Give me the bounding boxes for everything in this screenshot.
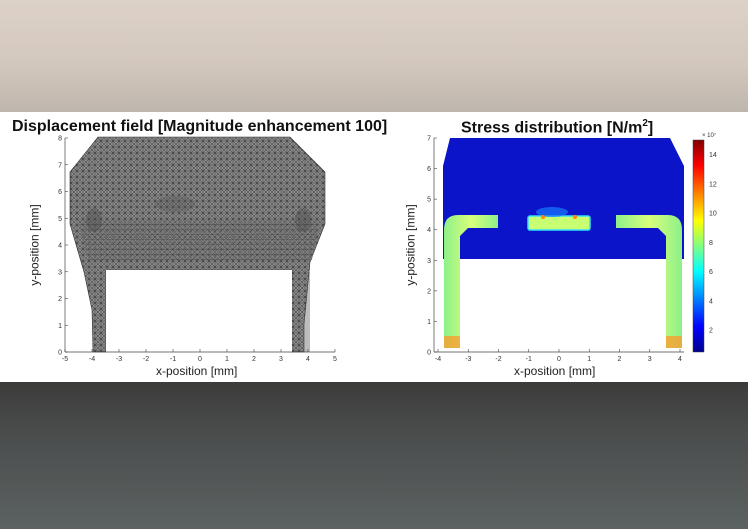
stress-body xyxy=(443,138,684,259)
x-tick-label: 2 xyxy=(252,356,256,363)
x-tick-label: -5 xyxy=(62,356,68,363)
x-tick-label: 3 xyxy=(279,356,283,363)
y-tick-label: 0 xyxy=(58,350,62,357)
x-tick-label: -1 xyxy=(526,356,532,363)
x-tick-label: -1 xyxy=(170,356,176,363)
y-tick-label: 1 xyxy=(58,323,62,330)
slide-figure: Displacement field [Magnitude enhancemen… xyxy=(0,112,748,382)
right-xticks: -4 -3 -2 -1 0 1 2 3 4 xyxy=(435,349,682,363)
stress-title-sup: 2 xyxy=(642,118,648,129)
y-tick-label: 6 xyxy=(427,166,431,173)
colorbar-tick-label: 2 xyxy=(709,328,713,335)
colorbar-tick-label: 12 xyxy=(709,181,717,188)
x-tick-label: 4 xyxy=(678,356,682,363)
stress-title: Stress distribution [N/m2] xyxy=(461,118,653,137)
y-tick-label: 4 xyxy=(58,243,62,250)
x-tick-label: 1 xyxy=(225,356,229,363)
x-tick-label: 2 xyxy=(618,356,622,363)
y-tick-label: 5 xyxy=(58,216,62,223)
colorbar-tick-label: 8 xyxy=(709,240,713,247)
x-tick-label: -4 xyxy=(89,356,95,363)
y-tick-label: 2 xyxy=(427,288,431,295)
right-yticks: 0 1 2 3 4 5 6 7 xyxy=(427,136,437,357)
y-tick-label: 4 xyxy=(427,227,431,234)
x-tick-label: 1 xyxy=(587,356,591,363)
stress-title-main: Stress distribution [N/m xyxy=(461,119,643,137)
y-tick-label: 8 xyxy=(58,136,62,143)
y-tick-label: 6 xyxy=(58,189,62,196)
colorbar-tick-label: 4 xyxy=(709,298,713,305)
left-arm xyxy=(444,215,498,348)
colorbar-ticks: 2 4 6 8 10 12 14 xyxy=(709,152,717,334)
displacement-title: Displacement field [Magnitude enhancemen… xyxy=(12,118,388,135)
x-tick-label: -2 xyxy=(495,356,501,363)
right-arm xyxy=(616,215,682,348)
displacement-ylabel: y-position [mm] xyxy=(27,204,42,286)
x-tick-label: -2 xyxy=(143,356,149,363)
y-tick-label: 2 xyxy=(58,296,62,303)
displacement-xlabel: x-position [mm] xyxy=(156,364,238,378)
colorbar-tick-label: 10 xyxy=(709,211,717,218)
y-tick-label: 7 xyxy=(427,136,431,143)
x-tick-label: -3 xyxy=(465,356,471,363)
x-tick-label: -4 xyxy=(435,356,441,363)
colorbar-tick-label: 6 xyxy=(709,269,713,276)
x-tick-label: -3 xyxy=(116,356,122,363)
colorbar-exponent: × 10⁷ xyxy=(702,132,716,139)
left-yticks: 0 1 2 3 4 5 6 7 8 xyxy=(58,136,68,357)
center-bar xyxy=(527,215,591,231)
colorbar xyxy=(692,139,705,353)
x-tick-label: 0 xyxy=(198,356,202,363)
x-tick-label: 3 xyxy=(648,356,652,363)
y-tick-label: 3 xyxy=(58,269,62,276)
x-tick-label: 0 xyxy=(557,356,561,363)
x-tick-label: 5 xyxy=(333,356,337,363)
stress-title-end: ] xyxy=(647,119,654,137)
left-xticks: -5 -4 -3 -2 -1 0 1 2 3 4 5 xyxy=(62,349,337,363)
y-tick-label: 3 xyxy=(427,258,431,265)
stress-xlabel: x-position [mm] xyxy=(514,364,596,378)
y-tick-label: 5 xyxy=(427,197,431,204)
y-tick-label: 7 xyxy=(58,162,62,169)
displacement-plot: -5 -4 -3 -2 -1 0 1 2 3 4 5 0 1 2 3 4 5 6 7 8 xyxy=(58,136,337,364)
x-tick-label: 4 xyxy=(306,356,310,363)
y-tick-label: 0 xyxy=(427,350,431,357)
colorbar-tick-label: 14 xyxy=(709,152,717,159)
y-tick-label: 1 xyxy=(427,319,431,326)
stress-ylabel: y-position [mm] xyxy=(403,204,418,286)
